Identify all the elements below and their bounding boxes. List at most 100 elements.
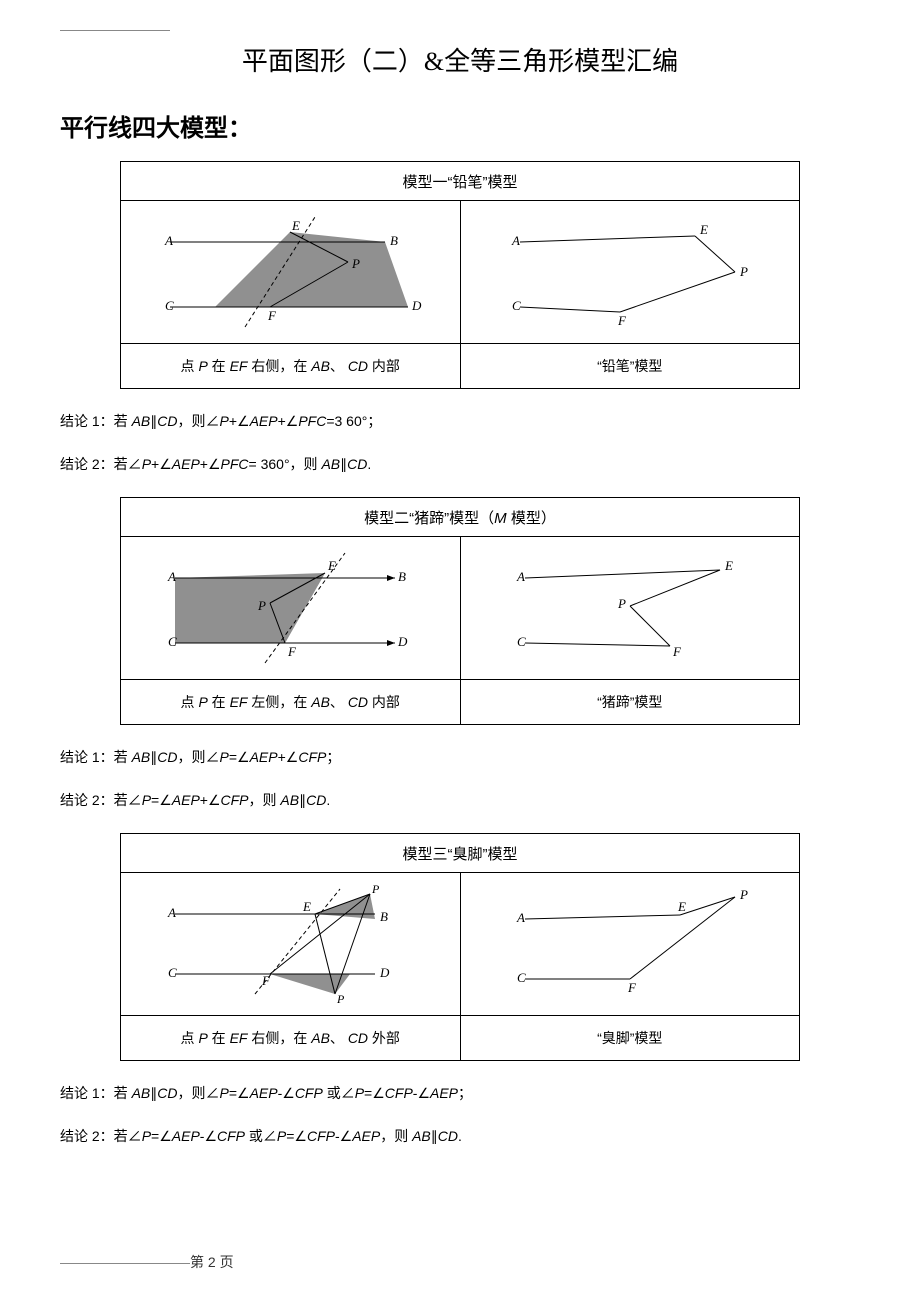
t: 模型二“猪蹄”模型（ — [364, 510, 494, 527]
t: =∠ — [286, 1128, 307, 1144]
t: ，则∠ — [178, 413, 220, 429]
t: =∠ — [229, 749, 250, 765]
model2-right-diagram: A E C F P — [460, 537, 800, 680]
t: ，则∠ — [178, 749, 220, 765]
t: P — [198, 694, 207, 710]
t: 左侧，在 — [247, 694, 311, 710]
t: 结论 1：若 — [60, 1085, 132, 1101]
t: CFP — [385, 1085, 413, 1101]
t: P — [277, 1128, 286, 1144]
t: . — [458, 1128, 462, 1144]
t: 、 — [330, 1030, 348, 1046]
t: EF — [230, 1030, 248, 1046]
svg-text:E: E — [699, 222, 708, 237]
t: AEP — [250, 1085, 278, 1101]
svg-text:D: D — [379, 965, 390, 980]
t: CD — [306, 792, 326, 808]
page-number: 第 2 页 — [190, 1254, 234, 1270]
t: CD — [157, 413, 177, 429]
t: =∠ — [229, 1085, 250, 1101]
conclusion-1b: 结论 2：若∠P+∠AEP+∠PFC= 360°，则 AB∥CD. — [60, 454, 860, 475]
model2-header: 模型二“猪蹄”模型（M 模型） — [121, 498, 800, 537]
t: AB — [132, 749, 151, 765]
svg-text:A: A — [516, 910, 525, 925]
t: CD — [347, 456, 367, 472]
svg-text:E: E — [291, 218, 300, 233]
t: 结论 2：若∠ — [60, 1128, 142, 1144]
conclusion-1a: 结论 1：若 AB∥CD，则∠P+∠AEP+∠PFC=3 60°； — [60, 411, 860, 432]
svg-text:F: F — [627, 980, 637, 995]
t: 结论 2：若∠ — [60, 792, 142, 808]
svg-text:A: A — [511, 233, 520, 248]
svg-text:A: A — [167, 905, 176, 920]
t: PFC — [221, 456, 249, 472]
t: . — [326, 792, 330, 808]
t: +∠ — [200, 456, 221, 472]
svg-text:C: C — [517, 634, 526, 649]
t: AEP — [250, 413, 278, 429]
conclusion-2b: 结论 2：若∠P=∠AEP+∠CFP，则 AB∥CD. — [60, 790, 860, 811]
t: +∠ — [200, 792, 221, 808]
t: =3 60°； — [326, 413, 381, 429]
svg-text:D: D — [411, 298, 422, 313]
t: 在 — [208, 694, 230, 710]
t: AEP — [250, 749, 278, 765]
t: =∠ — [151, 1128, 172, 1144]
t: 或∠ — [245, 1128, 277, 1144]
t: 内部 — [368, 358, 400, 374]
t: P — [355, 1085, 364, 1101]
t: P — [198, 358, 207, 374]
t: P — [142, 1128, 151, 1144]
t: CD — [438, 1128, 458, 1144]
t: AEP — [352, 1128, 380, 1144]
t: . — [367, 456, 371, 472]
t: 点 — [181, 1030, 199, 1046]
svg-text:P: P — [739, 887, 748, 902]
t: =∠ — [151, 792, 172, 808]
t: CFP — [298, 749, 326, 765]
t: 模型） — [507, 510, 556, 527]
t: +∠ — [278, 413, 299, 429]
conclusion-2a: 结论 1：若 AB∥CD，则∠P=∠AEP+∠CFP； — [60, 747, 860, 768]
svg-text:P: P — [371, 882, 380, 896]
t: 点 — [181, 358, 199, 374]
model1-left-diagram: A B C D E F P — [121, 201, 461, 344]
model3-table: 模型三“臭脚”模型 A B C D E F P P — [120, 833, 800, 1061]
t: = 360°，则 — [249, 456, 322, 472]
t: 、 — [330, 358, 348, 374]
t: 内部 — [368, 694, 400, 710]
t: 结论 2：若∠ — [60, 456, 142, 472]
model1-table: 模型一“铅笔”模型 A B C D E F P — [120, 161, 800, 389]
t: P — [142, 456, 151, 472]
t: AEP — [172, 1128, 200, 1144]
model2-table: 模型二“猪蹄”模型（M 模型） A B C D E F P — [120, 497, 800, 725]
t: ； — [458, 1085, 472, 1101]
svg-text:P: P — [351, 256, 360, 271]
t: CD — [348, 1030, 368, 1046]
t: P — [142, 792, 151, 808]
svg-text:C: C — [168, 965, 177, 980]
t: AB — [311, 358, 330, 374]
t: ； — [326, 749, 340, 765]
svg-text:A: A — [167, 569, 176, 584]
t: CD — [348, 358, 368, 374]
model2-left-caption: 点 P 在 EF 左侧，在 AB、 CD 内部 — [121, 680, 461, 725]
t: ，则 — [249, 792, 281, 808]
model1-header: 模型一“铅笔”模型 — [121, 162, 800, 201]
svg-text:F: F — [672, 644, 682, 659]
t: AB — [311, 1030, 330, 1046]
t: PFC — [298, 413, 326, 429]
model3-right-diagram: A E C F P — [460, 873, 800, 1016]
t: P — [220, 1085, 229, 1101]
model1-right-caption: “铅笔”模型 — [460, 344, 800, 389]
svg-text:B: B — [380, 909, 388, 924]
t: P — [198, 1030, 207, 1046]
t: -∠ — [278, 1085, 295, 1101]
top-rule — [60, 30, 170, 31]
svg-text:B: B — [390, 233, 398, 248]
t: CD — [157, 1085, 177, 1101]
svg-text:E: E — [724, 558, 733, 573]
svg-text:A: A — [516, 569, 525, 584]
t: M — [494, 510, 507, 527]
t: CD — [348, 694, 368, 710]
